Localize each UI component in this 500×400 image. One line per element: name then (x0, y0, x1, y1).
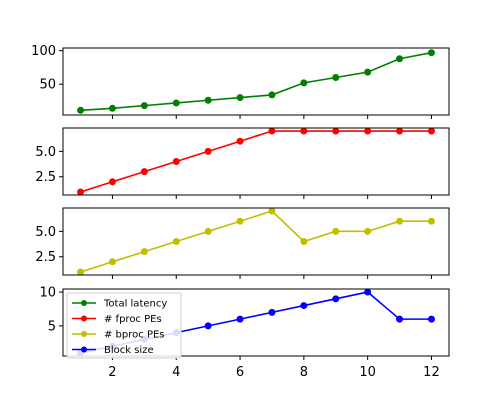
data-point-3-12 (427, 217, 435, 225)
data-point-2-6 (236, 137, 244, 145)
data-point-1-10 (364, 68, 372, 76)
data-point-2-9 (332, 127, 340, 135)
legend-swatch-marker-4 (81, 346, 87, 353)
panel-1-ytick-label-1: 50 (39, 78, 56, 93)
legend-swatch-marker-3 (81, 331, 87, 337)
data-point-4-10 (364, 288, 372, 296)
panel-3: 2.5 5.0 (35, 207, 450, 279)
panel-3-ytick-label-1: 2.5 (35, 250, 56, 265)
panel-1-frame (62, 47, 450, 116)
data-point-1-8 (300, 79, 308, 87)
data-point-2-2 (108, 178, 116, 186)
data-point-3-6 (236, 217, 244, 225)
data-point-4-12 (427, 315, 435, 323)
legend-label-3: # bproc PEs (104, 330, 165, 341)
data-point-4-7 (268, 308, 276, 316)
panel-3-ytick-label-2: 5.0 (35, 225, 56, 240)
data-point-3-5 (204, 227, 212, 235)
data-point-2-11 (396, 127, 404, 135)
data-point-2-4 (172, 158, 180, 165)
xtick-label-6: 12 (423, 365, 440, 380)
data-point-1-7 (268, 91, 276, 99)
legend-box (66, 292, 182, 359)
legend-swatch-marker-1 (81, 300, 87, 306)
legend-label-4: Block size (104, 345, 154, 356)
data-point-2-5 (204, 147, 212, 155)
data-point-3-11 (396, 217, 404, 225)
panel-1-ytick-label-2: 100 (31, 44, 56, 59)
data-point-3-3 (140, 248, 148, 256)
data-point-4-9 (332, 295, 340, 303)
series-line-2 (80, 130, 432, 193)
xtick-label-3: 6 (236, 365, 244, 380)
legend-swatch-marker-2 (81, 315, 87, 322)
xtick-label-2: 4 (172, 365, 180, 380)
data-point-2-1 (77, 188, 85, 196)
data-point-1-12 (427, 49, 435, 57)
data-point-4-8 (300, 302, 308, 310)
data-point-2-10 (364, 127, 372, 135)
panel-4-frame (62, 288, 450, 357)
panel-4-ytick-label-2: 10 (39, 286, 56, 301)
data-point-1-5 (204, 96, 212, 104)
panel-3-frame (62, 207, 450, 276)
xtick-label-4: 8 (300, 365, 308, 380)
panel-2-ytick-label-1: 2.5 (35, 170, 56, 185)
panel-2: 2.5 5.0 (35, 127, 450, 199)
data-point-1-1 (77, 106, 85, 114)
series-line-3 (80, 210, 432, 273)
data-point-1-3 (140, 102, 148, 110)
data-point-3-9 (332, 227, 340, 235)
data-point-1-4 (172, 99, 180, 107)
data-point-3-2 (108, 258, 116, 266)
data-point-1-2 (108, 104, 116, 112)
data-point-1-11 (396, 55, 404, 63)
panel-2-frame (62, 127, 450, 196)
data-point-1-9 (332, 73, 340, 81)
data-point-2-8 (300, 127, 308, 135)
data-point-3-10 (364, 227, 372, 235)
series-line-1 (80, 51, 432, 112)
xtick-label-1: 2 (108, 365, 116, 380)
data-point-1-6 (236, 94, 244, 102)
data-point-3-1 (77, 268, 85, 276)
data-point-4-6 (236, 315, 244, 323)
data-point-4-11 (396, 315, 404, 323)
legend-label-1: Total latency (103, 299, 167, 310)
data-point-3-7 (268, 207, 276, 215)
data-point-2-3 (140, 168, 148, 176)
data-point-3-4 (172, 238, 180, 245)
data-point-2-12 (427, 127, 435, 135)
panel-4-ytick-label-1: 5 (48, 319, 56, 334)
data-point-2-7 (268, 127, 276, 135)
panel-2-ytick-label-2: 5.0 (35, 145, 56, 160)
panel-1: 50 100 (31, 44, 450, 119)
xtick-label-5: 10 (359, 365, 376, 380)
legend: Total latency # fproc PEs # bproc PEs Block… (66, 292, 182, 359)
data-point-3-8 (300, 238, 308, 245)
legend-label-2: # fproc PEs (104, 314, 162, 325)
data-point-4-5 (204, 322, 212, 330)
